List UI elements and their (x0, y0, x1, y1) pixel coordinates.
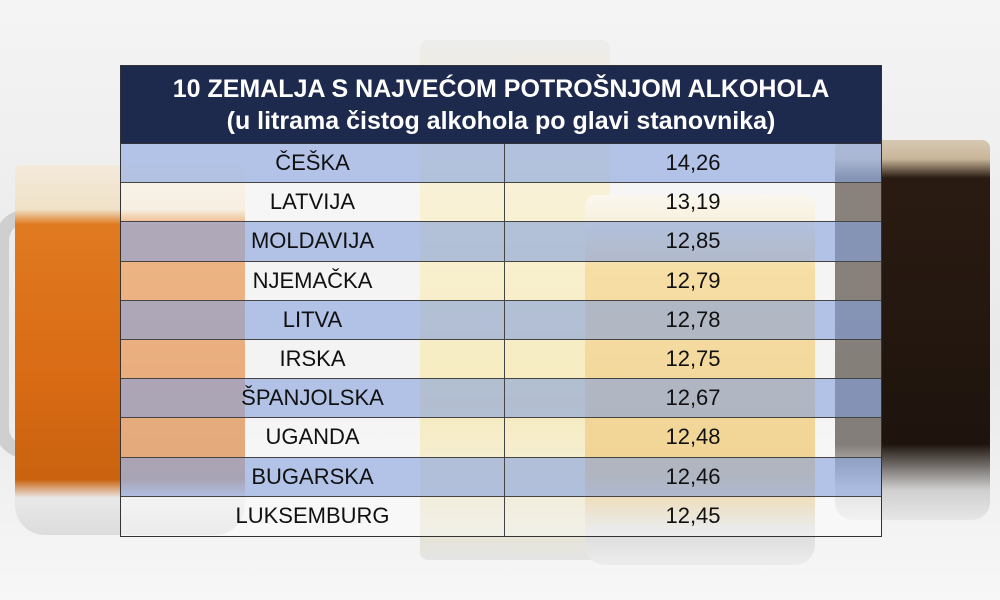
subtitle: (u litrama čistog alkohola po glavi stan… (226, 107, 776, 135)
country-cell: MOLDAVIJA (121, 222, 505, 261)
value-cell: 12,67 (665, 385, 721, 411)
value-cell: 12,48 (665, 424, 721, 450)
table-row: MOLDAVIJA 12,85 (121, 222, 881, 262)
country-cell: ČEŠKA (121, 144, 505, 183)
value-cell: 12,79 (665, 267, 721, 293)
value-cell: 12,78 (665, 306, 721, 332)
table-header: 10 ZEMALJA S NAJVEĆOM POTROŠNJOM ALKOHOL… (121, 66, 881, 144)
table: 10 ZEMALJA S NAJVEĆOM POTROŠNJOM ALKOHOL… (120, 65, 882, 537)
value-cell: 13,19 (665, 189, 721, 215)
table-row: LUKSEMBURG 12,45 (121, 496, 881, 536)
table-row: ČEŠKA 14,26 (121, 144, 881, 184)
table-row: UGANDA 12,48 (121, 418, 881, 458)
country-cell: LATVIJA (121, 183, 505, 222)
table-row: BUGARSKA 12,46 (121, 457, 881, 497)
value-cell: 12,46 (665, 463, 721, 489)
country-cell: IRSKA (121, 339, 505, 379)
value-cell: 12,85 (665, 228, 721, 254)
country-cell: ŠPANJOLSKA (121, 379, 505, 418)
value-cell: 12,45 (665, 503, 721, 529)
value-cell: 14,26 (665, 150, 721, 176)
table-row: LITVA 12,78 (121, 300, 881, 340)
table-row: ŠPANJOLSKA 12,67 (121, 379, 881, 419)
table-row: NJEMAČKA 12,79 (121, 261, 881, 301)
country-cell: LITVA (121, 300, 505, 339)
title: 10 ZEMALJA S NAJVEĆOM POTROŠNJOM ALKOHOL… (172, 75, 830, 103)
table-row: IRSKA 12,75 (121, 339, 881, 380)
country-cell: BUGARSKA (121, 457, 505, 496)
country-cell: NJEMAČKA (121, 261, 505, 300)
value-cell: 12,75 (665, 346, 721, 372)
country-cell: UGANDA (121, 418, 505, 457)
country-cell: LUKSEMBURG (121, 496, 505, 536)
table-row: LATVIJA 13,19 (121, 183, 881, 223)
